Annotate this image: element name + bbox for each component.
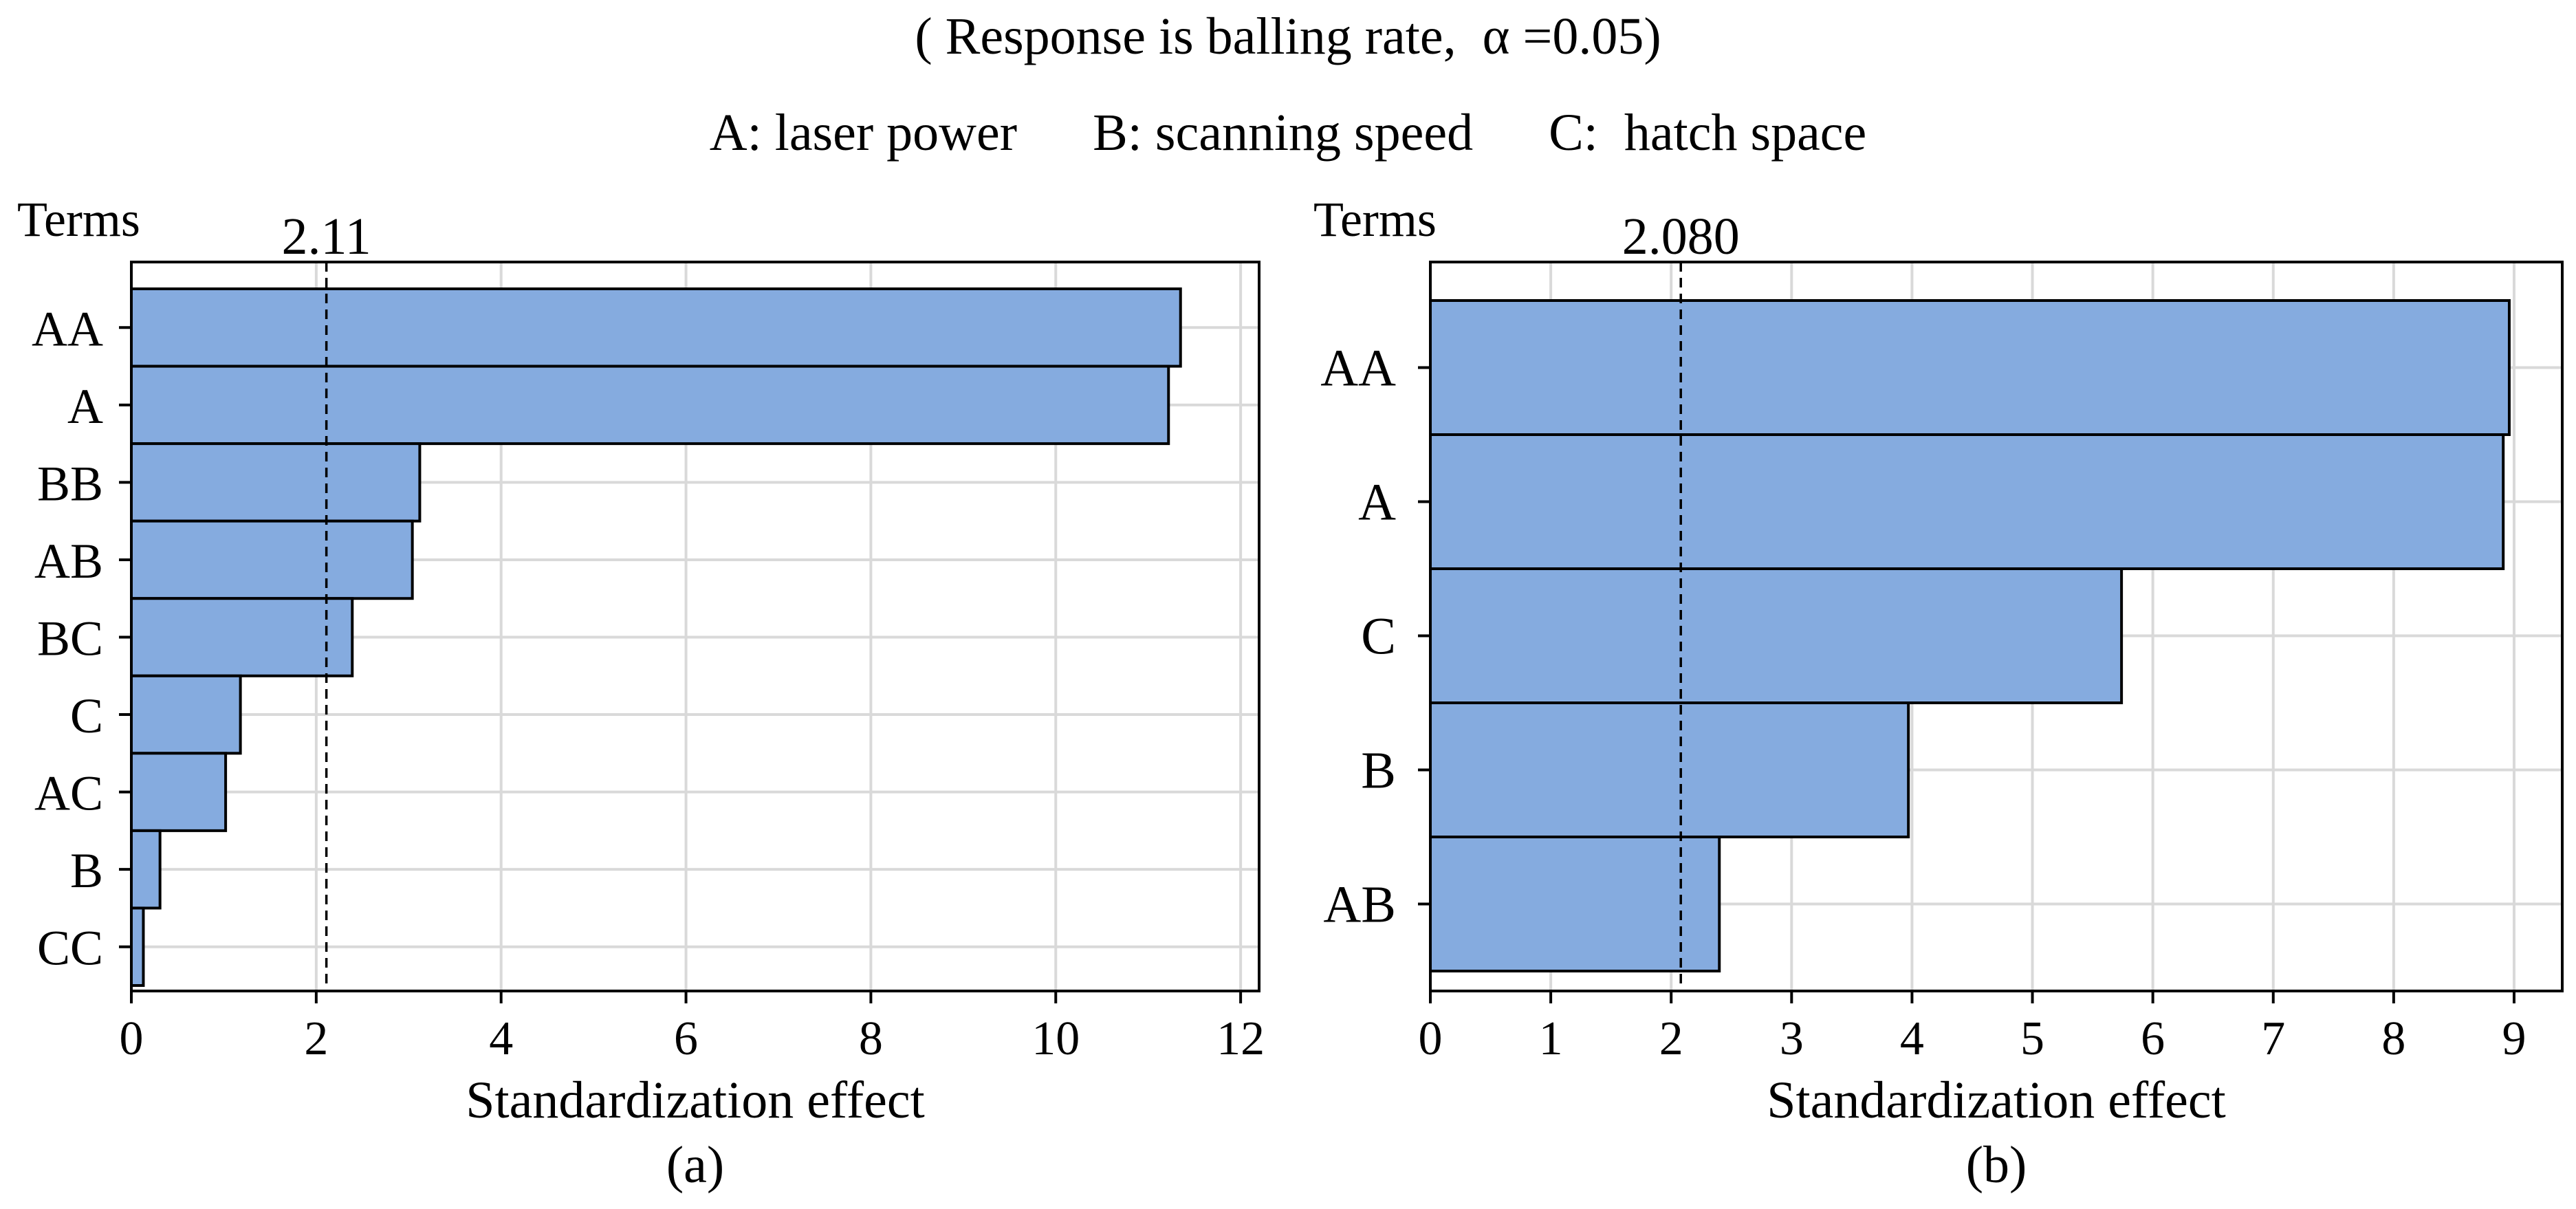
bar-b — [1430, 703, 1908, 837]
bar-aa — [1430, 301, 2509, 435]
x-tick-label: 2 — [1659, 1012, 1683, 1065]
category-label-cc: CC — [37, 921, 103, 976]
category-label-c: C — [70, 688, 103, 743]
x-tick-label: 4 — [1900, 1012, 1924, 1065]
category-label-bb: BB — [37, 456, 103, 511]
x-tick-label: 10 — [1032, 1012, 1080, 1065]
x-tick-label: 8 — [859, 1012, 883, 1065]
bar-a — [131, 367, 1168, 444]
panel-label: (a) — [666, 1136, 724, 1194]
x-axis-title: Standardization effect — [466, 1071, 925, 1129]
bar-cc — [131, 908, 143, 985]
bar-a — [1430, 435, 2503, 569]
x-tick-label: 0 — [1419, 1012, 1443, 1065]
bar-ab — [1430, 837, 1719, 971]
bar-c — [1430, 569, 2121, 703]
x-tick-label: 8 — [2381, 1012, 2405, 1065]
category-label-aa: AA — [32, 301, 103, 356]
y-axis-title: Terms — [17, 192, 140, 247]
category-label-aa: AA — [1320, 340, 1396, 397]
x-tick-label: 3 — [1780, 1012, 1804, 1065]
category-label-b: B — [70, 843, 103, 898]
bar-b — [131, 831, 160, 908]
x-axis-title: Standardization effect — [1767, 1071, 2226, 1129]
category-label-a: A — [67, 379, 103, 434]
reference-line-label: 2.080 — [1622, 208, 1740, 265]
x-tick-label: 7 — [2261, 1012, 2285, 1065]
bar-ab — [131, 521, 413, 599]
category-label-ac: AC — [34, 766, 103, 821]
category-label-ab: AB — [1323, 876, 1396, 934]
x-tick-label: 9 — [2502, 1012, 2526, 1065]
x-tick-label: 2 — [304, 1012, 328, 1065]
bar-bc — [131, 598, 352, 676]
x-tick-label: 6 — [674, 1012, 698, 1065]
category-label-b: B — [1361, 742, 1396, 800]
x-tick-label: 5 — [2020, 1012, 2044, 1065]
category-label-c: C — [1361, 608, 1396, 666]
bar-ac — [131, 753, 226, 831]
bar-aa — [131, 289, 1181, 367]
x-tick-label: 6 — [2141, 1012, 2165, 1065]
bar-bb — [131, 444, 419, 521]
reference-line-label: 2.11 — [282, 208, 371, 265]
pareto-charts: 2.110 2 4 6 8 10 12AAABBABBCCACBCCTermsStandar… — [0, 0, 2576, 1209]
category-label-bc: BC — [37, 611, 103, 666]
panel-label: (b) — [1966, 1136, 2027, 1194]
category-label-a: A — [1358, 474, 1396, 532]
x-tick-label: 4 — [489, 1012, 513, 1065]
category-label-ab: AB — [34, 534, 103, 589]
x-tick-label: 1 — [1539, 1012, 1563, 1065]
bar-c — [131, 676, 241, 754]
x-tick-label: 12 — [1216, 1012, 1265, 1065]
x-tick-label: 0 — [120, 1012, 144, 1065]
y-axis-title: Terms — [1313, 192, 1437, 247]
